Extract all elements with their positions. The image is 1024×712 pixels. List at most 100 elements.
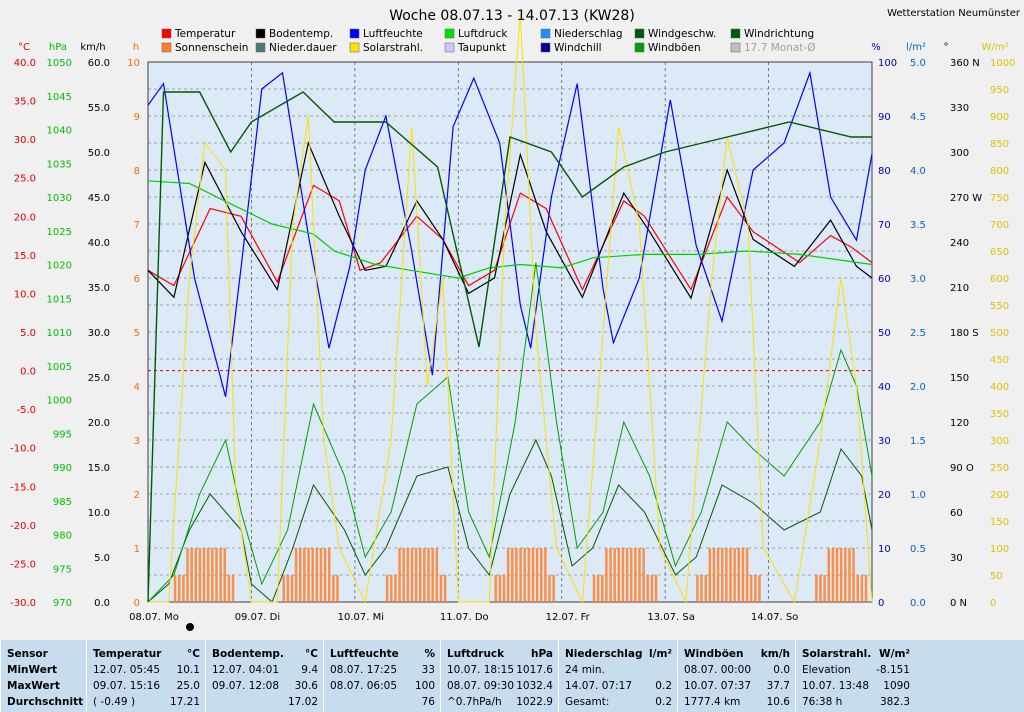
sun-axis-tick: 10	[127, 58, 140, 69]
stats-row: 09.07. 15:16 25.0	[87, 678, 206, 694]
stats-cell-label: 08.07. 09:30	[447, 680, 514, 692]
temp-axis-tick: -10.0	[10, 444, 36, 455]
sunshine-bar	[390, 575, 393, 602]
stats-header-name: Bodentemp.	[212, 648, 284, 660]
series-windgeschw	[147, 438, 873, 603]
sunshine-bar	[311, 548, 314, 602]
sunshine-bar	[856, 575, 859, 602]
solar-axis-tick: 50	[990, 571, 1003, 582]
stats-header: Bodentemp. °C	[206, 646, 324, 662]
temp-axis-tick: -5.0	[16, 405, 36, 416]
sunshine-bar	[609, 548, 612, 602]
sunshine-bar	[860, 575, 864, 602]
sunshine-bar	[219, 548, 222, 602]
solar-axis-tick: 550	[990, 301, 1009, 312]
sunshine-bar	[848, 548, 851, 602]
solar-axis-tick: 850	[990, 139, 1009, 150]
stats-row: Elevation -8.151	[796, 662, 916, 678]
sunshine-bar	[511, 548, 514, 602]
stats-row: 10.07. 13:48 1090	[796, 678, 916, 694]
stats-cell-value: 1032.4	[516, 680, 553, 692]
wind-axis-tick: 5.0	[94, 553, 110, 564]
stats-row: 08.07. 00:00 0.0	[678, 662, 796, 678]
sun-axis-tick: 1	[134, 544, 140, 555]
solar-axis-tick: 500	[990, 328, 1009, 339]
solar-axis-tick: 350	[990, 409, 1009, 420]
sunshine-bar	[844, 548, 847, 602]
sunshine-bar	[394, 575, 397, 602]
stats-cell-label: ( -0.49 )	[93, 696, 136, 708]
sunshine-bar	[864, 575, 868, 602]
x-day-label: 13.07. Sa	[647, 612, 694, 623]
stats-row: 14.07. 07:17 0.2	[559, 678, 678, 694]
direction-axis-tick: 360 N	[950, 58, 980, 69]
sunshine-bar	[720, 548, 724, 602]
sunshine-bar	[539, 548, 543, 602]
rain-axis-tick: 4.5	[910, 112, 926, 123]
legend-swatch	[349, 42, 360, 53]
plot-frame	[147, 61, 873, 603]
stats-row: 24 min.	[559, 662, 678, 678]
stats-header: Niederschlag l/m²	[559, 646, 678, 662]
solar-axis-tick: 600	[990, 274, 1009, 285]
sunshine-bar	[336, 575, 339, 602]
sun-axis-tick: 8	[134, 166, 140, 177]
wind-axis-tick: 60.0	[88, 58, 110, 69]
stats-header: Luftdruck hPa	[441, 646, 559, 662]
rain-axis-tick: 2.5	[910, 328, 926, 339]
sunshine-bar	[819, 575, 822, 602]
rain-axis-tick: 2.0	[910, 382, 926, 393]
sunshine-bar	[737, 548, 741, 602]
sunshine-bar	[852, 548, 855, 602]
grid	[147, 61, 873, 603]
stats-row: 76:38 h 382.3	[796, 694, 916, 710]
series-windrichtung	[147, 91, 872, 603]
stats-row: 10.07. 07:37 37.7	[678, 678, 796, 694]
legend-swatch	[444, 28, 455, 39]
legend-label: Temperatur	[174, 28, 236, 40]
sunshine-bar	[315, 548, 319, 602]
stats-header-name: Sensor	[7, 648, 48, 660]
sunshine-bar	[307, 548, 310, 602]
stats-cell-label: 24 min.	[565, 664, 605, 676]
stats-cell-value: 10.6	[766, 696, 790, 708]
stats-cell-value: 1090	[883, 680, 910, 692]
sunshine-bar	[741, 548, 745, 602]
x-day-label: 09.07. Di	[235, 612, 280, 623]
sunshine-bar	[642, 548, 645, 602]
pressure-axis-tick: 975	[53, 564, 72, 575]
rain-axis-tick: 1.0	[910, 490, 926, 501]
sunshine-bar	[638, 548, 641, 602]
stats-cell-label: ^0.7hPa/h	[447, 696, 502, 708]
stats-header-unit: °C	[187, 648, 200, 660]
series-solarstrahl	[148, 13, 873, 604]
stats-cell-value: 17.21	[169, 696, 200, 708]
wind-axis-unit: km/h	[80, 42, 105, 53]
sunshine-bar	[385, 575, 389, 602]
stats-cell-label: 08.07. 06:05	[330, 680, 397, 692]
legend-swatch	[634, 28, 645, 39]
wind-axis-tick: 30.0	[88, 328, 110, 339]
pressure-axis-tick: 995	[53, 429, 72, 440]
sunshine-bar	[515, 548, 518, 602]
stats-column: Temperatur °C 12.07. 05:45 10.1 09.07. 15:16…	[86, 640, 206, 712]
solar-axis-tick: 700	[990, 220, 1009, 231]
sunshine-bar	[749, 575, 753, 602]
pressure-axis-tick: 1035	[47, 159, 72, 170]
sunshine-bar	[708, 548, 712, 602]
pressure-axis-tick: 1025	[47, 227, 72, 238]
sunshine-bar	[299, 548, 302, 602]
stats-cell-value: 33	[421, 664, 435, 676]
pressure-axis-tick: 985	[53, 497, 72, 508]
sunshine-bar	[650, 575, 654, 602]
stats-cell-label: Durchschnitt	[7, 696, 84, 708]
solar-axis-tick: 250	[990, 463, 1009, 474]
sunshine-bar	[423, 548, 426, 602]
stats-cell-label: 10.07. 13:48	[802, 680, 869, 692]
x-day-label: 08.07. Mo	[129, 612, 179, 623]
sunshine-bar	[712, 548, 716, 602]
direction-axis-tick: 120	[950, 418, 969, 429]
sunshine-bar	[725, 548, 728, 602]
sunshine-bar	[173, 575, 177, 602]
temp-axis-tick: 35.0	[14, 97, 36, 108]
